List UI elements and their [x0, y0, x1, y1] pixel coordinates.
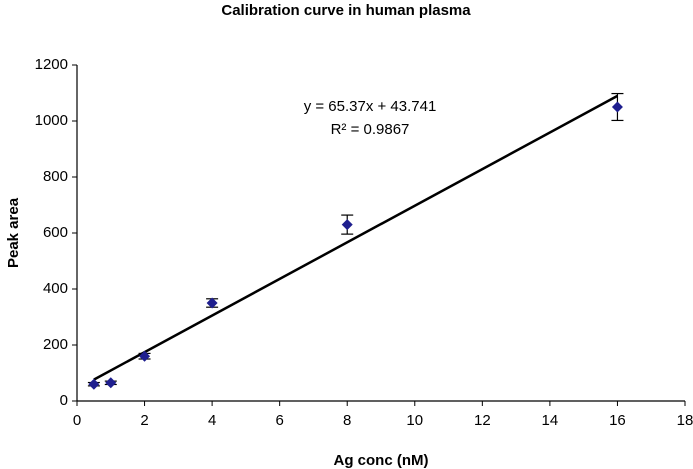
marker [341, 219, 353, 231]
y-tick-label: 600 [43, 224, 68, 241]
y-axis-label: Peak area [5, 197, 22, 268]
x-axis-label: Ag conc (nM) [334, 452, 429, 469]
y-tick-label: 0 [60, 392, 68, 409]
trendline [93, 94, 619, 381]
x-tick-label: 10 [406, 412, 423, 429]
y-tick-label: 800 [43, 168, 68, 185]
x-tick-label: 6 [275, 412, 283, 429]
x-tick-label: 4 [208, 412, 216, 429]
x-tick-label: 14 [542, 412, 559, 429]
x-tick-label: 8 [343, 412, 351, 429]
r-squared: R² = 0.9867 [331, 121, 410, 138]
y-tick-label: 200 [43, 336, 68, 353]
marker [611, 101, 623, 113]
chart-title: Calibration curve in human plasma [221, 2, 471, 19]
x-tick-label: 18 [677, 412, 693, 429]
x-tick-label: 0 [73, 412, 81, 429]
marker [105, 377, 117, 389]
x-tick-label: 16 [609, 412, 626, 429]
marker [139, 350, 151, 362]
y-tick-label: 1000 [35, 112, 68, 129]
x-tick-label: 2 [140, 412, 148, 429]
marker [88, 378, 100, 390]
y-tick-label: 400 [43, 280, 68, 297]
marker [206, 297, 218, 309]
x-tick-label: 12 [474, 412, 491, 429]
y-tick-label: 1200 [35, 56, 68, 73]
trendline-equation: y = 65.37x + 43.741 [304, 98, 437, 115]
